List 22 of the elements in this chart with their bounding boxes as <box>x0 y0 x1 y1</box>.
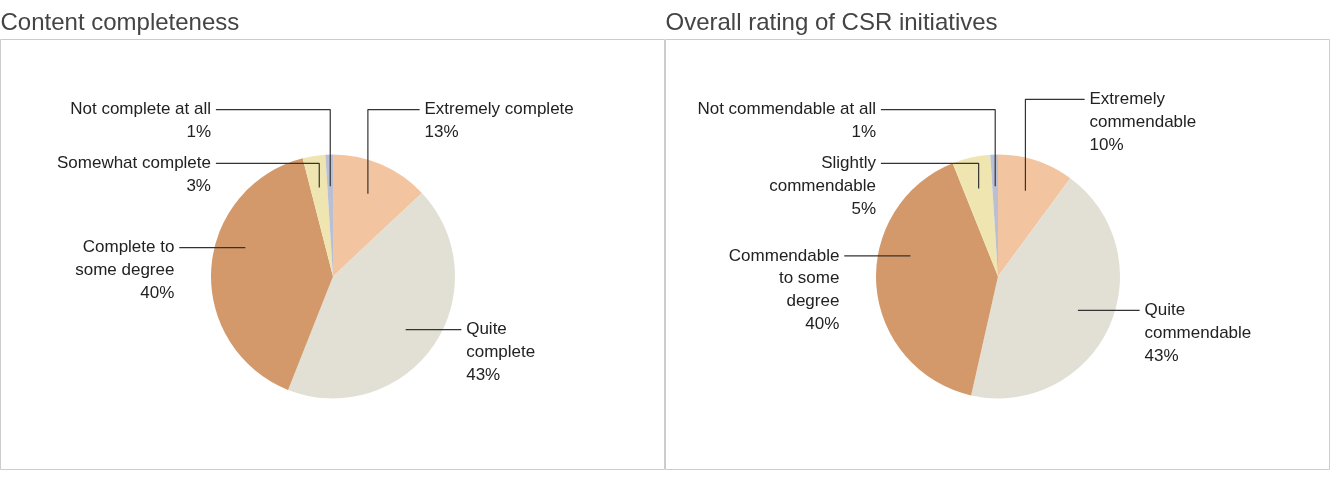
slice-label: Quite complete <box>466 319 536 362</box>
data-label: 40% <box>140 282 175 302</box>
slice-label: Quite commendable <box>1144 300 1252 342</box>
slice-label: Slightly commendable <box>769 153 877 195</box>
data-label: 13% <box>424 122 459 142</box>
slice-label: Extremely complete <box>424 99 574 119</box>
data-label: 43% <box>466 364 501 384</box>
slice-label: Not complete at all <box>70 99 212 119</box>
chart-title: Overall rating of CSR initiatives <box>665 7 998 35</box>
data-label: 1% <box>186 122 212 142</box>
slice-label: Commendable to some degree <box>728 245 840 311</box>
slice-label: Somewhat complete <box>56 153 212 173</box>
slice-label: Complete to some degree <box>75 237 175 280</box>
slice-label: Extremely commendable <box>1089 88 1197 131</box>
data-label: 43% <box>1144 345 1179 365</box>
data-label: 1% <box>851 122 877 142</box>
chart-title: Content completeness <box>0 7 240 35</box>
data-label: 40% <box>805 313 840 333</box>
data-label: 5% <box>851 198 877 218</box>
slice-label: Not commendable at all <box>697 99 876 119</box>
data-label: 10% <box>1089 134 1124 154</box>
data-label: 3% <box>186 175 212 195</box>
